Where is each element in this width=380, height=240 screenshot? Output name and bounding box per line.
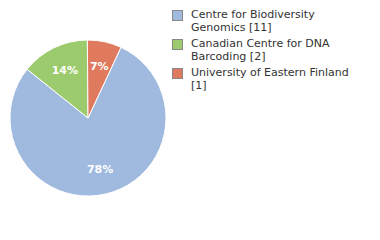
svg-text:14%: 14% xyxy=(52,64,78,77)
svg-text:78%: 78% xyxy=(87,163,113,176)
html-text:University of Eastern Finland: University of Eastern Finland [1] xyxy=(191,66,349,92)
html-text:Canadian Centre for DNA Barcod: Canadian Centre for DNA Barcoding [2] xyxy=(191,37,330,63)
html-text:Centre for Biodiversity Genomi: Centre for Biodiversity Genomics [11] xyxy=(191,8,315,34)
svg-text:7%: 7% xyxy=(90,60,109,73)
